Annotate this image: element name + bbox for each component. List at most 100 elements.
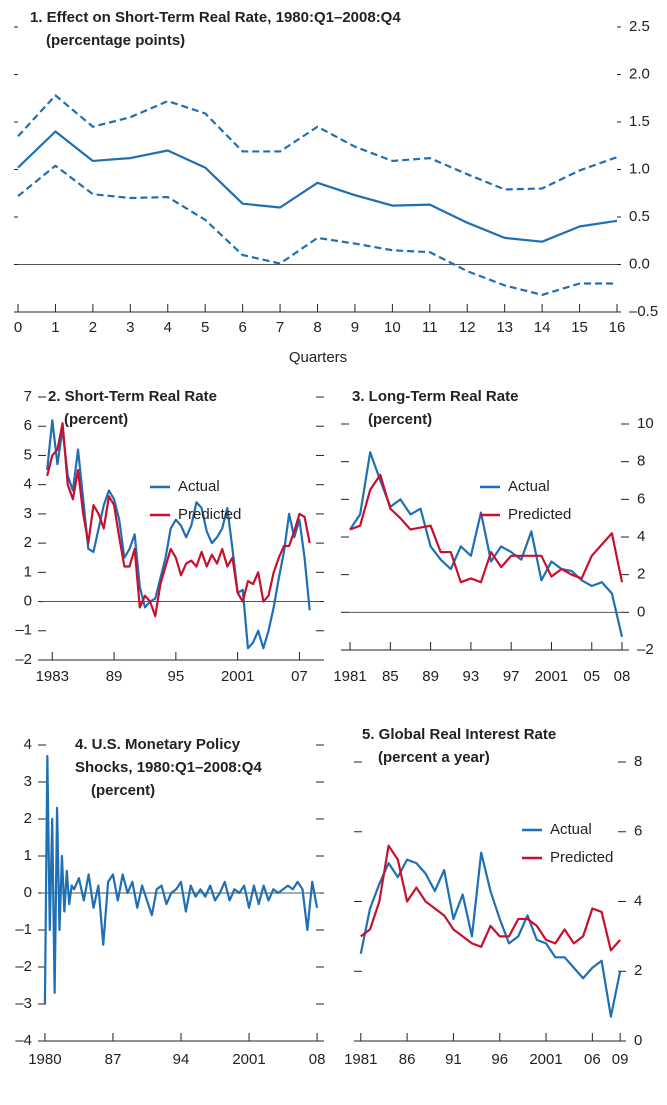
y-tick-label: 1.5 [629, 113, 650, 130]
x-tick-label: 14 [534, 319, 551, 336]
chart-title: Shocks, 1980:Q1–2008:Q4 [75, 759, 262, 776]
x-tick-label: 16 [609, 319, 626, 336]
x-tick-label: 87 [105, 1051, 122, 1068]
y-tick-label: 0 [637, 603, 645, 620]
data-line [349, 451, 624, 638]
chart-subtitle: (percent a year) [378, 749, 490, 766]
data-line [17, 94, 618, 191]
y-tick-label: 4 [24, 736, 32, 753]
x-tick-label: 6 [238, 319, 246, 336]
x-tick-label: 1983 [36, 668, 69, 685]
x-tick-label: 7 [276, 319, 284, 336]
x-tick-label: 05 [583, 668, 600, 685]
y-tick-label: 1 [24, 563, 32, 580]
x-tick-label: 89 [422, 668, 439, 685]
legend-label: Predicted [508, 506, 571, 523]
y-tick-label: –0.5 [629, 303, 658, 320]
y-tick-label: 3 [24, 773, 32, 790]
data-line [349, 473, 624, 584]
y-tick-label: 2 [637, 566, 645, 583]
y-tick-label: 4 [634, 892, 642, 909]
legend-label: Actual [550, 821, 592, 838]
chart-title: 3. Long-Term Real Rate [352, 388, 518, 405]
y-tick-label: 6 [637, 490, 645, 507]
x-tick-label: 3 [126, 319, 134, 336]
x-tick-label: 86 [399, 1051, 416, 1068]
x-tick-label: 91 [445, 1051, 462, 1068]
y-tick-label: 4 [24, 476, 32, 493]
x-tick-label: 5 [201, 319, 209, 336]
x-tick-label: 13 [496, 319, 513, 336]
y-tick-label: 8 [637, 453, 645, 470]
y-tick-label: 0 [24, 884, 32, 901]
chart-title: 5. Global Real Interest Rate [362, 726, 556, 743]
y-tick-label: –1 [15, 921, 32, 938]
y-tick-label: 1.0 [629, 160, 650, 177]
x-tick-label: 15 [571, 319, 588, 336]
x-tick-label: 2 [89, 319, 97, 336]
y-tick-label: 10 [637, 415, 654, 432]
y-tick-label: 2 [24, 534, 32, 551]
y-tick-label: 2 [634, 962, 642, 979]
legend-label: Actual [508, 478, 550, 495]
x-tick-label: 97 [503, 668, 520, 685]
x-tick-label: 12 [459, 319, 476, 336]
data-line [46, 419, 311, 650]
x-tick-label: 85 [382, 668, 399, 685]
y-tick-label: –2 [15, 651, 32, 668]
x-tick-label: 94 [173, 1051, 190, 1068]
x-tick-label: 08 [309, 1051, 326, 1068]
legend-label: Predicted [178, 506, 241, 523]
x-tick-label: 06 [584, 1051, 601, 1068]
x-tick-label: 4 [164, 319, 172, 336]
x-tick-label: 08 [614, 668, 631, 685]
chart-subtitle: (percent) [368, 411, 432, 428]
chart-title: 4. U.S. Monetary Policy [75, 736, 241, 753]
data-line [43, 755, 319, 1005]
x-tick-label: 96 [491, 1051, 508, 1068]
y-tick-label: 8 [634, 753, 642, 770]
y-tick-label: 2 [24, 810, 32, 827]
data-line [46, 422, 311, 618]
chart-title: 2. Short-Term Real Rate [48, 388, 217, 405]
x-tick-label: 2001 [232, 1051, 265, 1068]
x-tick-label: 8 [313, 319, 321, 336]
x-tick-label: 2001 [535, 668, 568, 685]
y-tick-label: 3 [24, 505, 32, 522]
chart-subtitle: (percentage points) [46, 32, 185, 49]
data-line [17, 130, 618, 243]
x-tick-label: 2001 [221, 668, 254, 685]
y-tick-label: 6 [24, 417, 32, 434]
x-tick-label: 10 [384, 319, 401, 336]
x-tick-label: 89 [106, 668, 123, 685]
y-tick-label: 7 [24, 388, 32, 405]
x-tick-label: 1 [51, 319, 59, 336]
x-tick-label: 1980 [28, 1051, 61, 1068]
x-tick-label: 0 [14, 319, 22, 336]
legend-label: Predicted [550, 849, 613, 866]
y-tick-label: 4 [637, 528, 645, 545]
y-tick-label: 5 [24, 446, 32, 463]
x-tick-label: 07 [291, 668, 308, 685]
x-axis-label: Quarters [289, 349, 347, 366]
y-tick-label: –2 [15, 958, 32, 975]
y-tick-label: 6 [634, 823, 642, 840]
x-tick-label: 95 [168, 668, 185, 685]
y-tick-label: 2.5 [629, 18, 650, 35]
x-tick-label: 1981 [333, 668, 366, 685]
x-tick-label: 1981 [344, 1051, 377, 1068]
y-tick-label: 0 [634, 1032, 642, 1049]
y-tick-label: –2 [637, 641, 654, 658]
y-tick-label: –1 [15, 622, 32, 639]
x-tick-label: 11 [422, 319, 438, 336]
legend-label: Actual [178, 478, 220, 495]
y-tick-label: –3 [15, 995, 32, 1012]
chart-title: 1. Effect on Short-Term Real Rate, 1980:… [30, 9, 401, 26]
y-tick-label: 0.5 [629, 208, 650, 225]
x-tick-label: 09 [612, 1051, 629, 1068]
x-tick-label: 2001 [529, 1051, 562, 1068]
chart-subtitle: (percent) [64, 411, 128, 428]
y-tick-label: 0.0 [629, 255, 650, 272]
data-line [360, 844, 621, 952]
